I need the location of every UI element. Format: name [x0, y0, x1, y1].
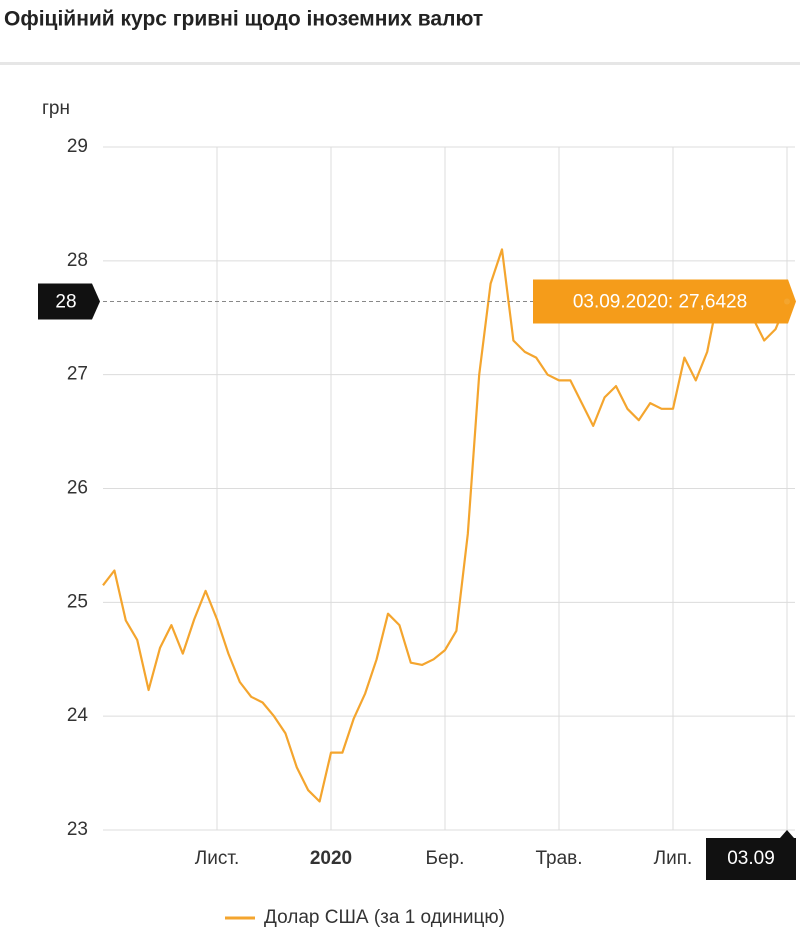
series-line [102, 248, 789, 803]
x-tick-label: 03.09 [727, 848, 775, 869]
chart-title: Офіційний курс гривні щодо іноземних вал… [4, 8, 483, 31]
legend-label: Долар США (за 1 одиницю) [264, 907, 505, 928]
x-highlight-pointer [780, 830, 794, 838]
tooltip-box [533, 279, 796, 324]
x-tick-label: Лип. [654, 848, 693, 869]
y-tick-label: 28 [67, 250, 88, 271]
y-tick-label: 27 [67, 364, 88, 385]
y-tick-label: 23 [67, 819, 88, 840]
y-tick-label: 26 [67, 478, 88, 499]
y-axis-label: грн [42, 98, 70, 119]
x-highlight-box [706, 838, 796, 880]
crosshair-y-label: 28 [55, 292, 76, 313]
overlay: 03.09 28 03.09.2020: 27,6428 [38, 279, 796, 880]
y-tick-label: 24 [67, 705, 89, 726]
crosshair-y-box [38, 283, 100, 320]
x-tick-label: Бер. [426, 848, 465, 869]
y-tick-label: 25 [67, 591, 88, 612]
plot [102, 248, 789, 803]
header-divider [0, 62, 800, 65]
x-tick-label: 2020 [310, 848, 352, 869]
x-tick-label: Трав. [535, 848, 582, 869]
tooltip-text: 03.09.2020: 27,6428 [573, 292, 747, 313]
grid: 23 24 25 26 27 28 29 Лист. 2020 Бер. Трав. Лип. [67, 136, 795, 869]
x-tick-label: Лист. [195, 848, 239, 869]
y-tick-label: 29 [67, 136, 88, 157]
point-marker [784, 298, 790, 305]
